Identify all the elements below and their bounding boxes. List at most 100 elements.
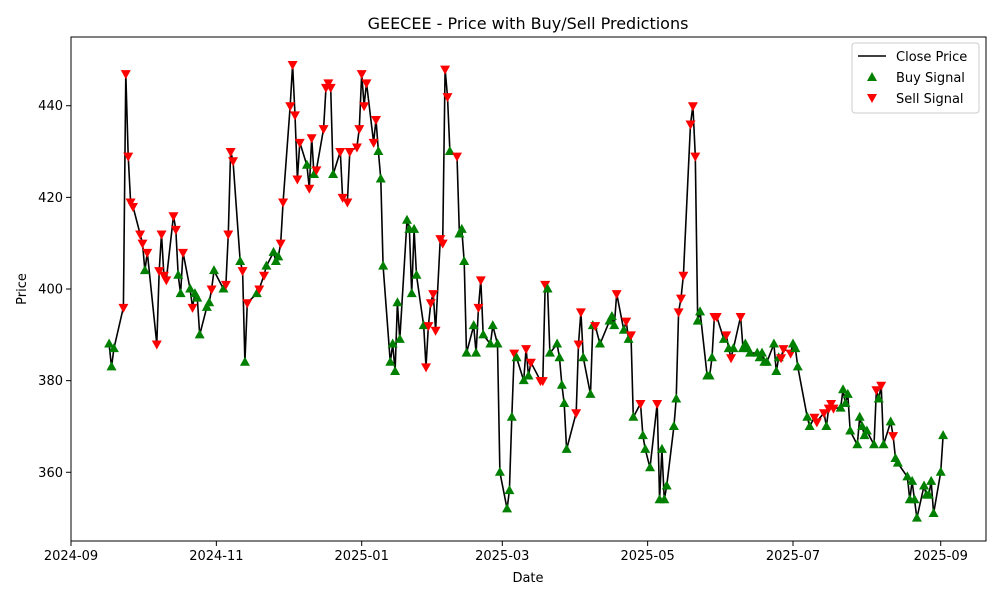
sell-signal-marker — [161, 276, 172, 286]
buy-signal-marker — [628, 411, 639, 421]
legend-label-sell-signal: Sell Signal — [896, 92, 964, 107]
sell-signal-marker — [721, 331, 732, 341]
x-tick-label: 2025-05 — [620, 549, 674, 564]
sell-signal-marker — [509, 349, 520, 359]
buy-signal-marker — [468, 320, 479, 330]
sell-signal-marker — [826, 400, 837, 410]
buy-signal-marker — [668, 420, 679, 430]
buy-signal-marker — [554, 352, 565, 362]
sell-signal-marker — [428, 290, 439, 300]
buy-signal-marker — [390, 365, 401, 375]
buy-signal-marker — [761, 356, 772, 366]
y-tick-label: 400 — [38, 283, 63, 298]
sell-signal-marker — [711, 312, 722, 322]
buy-signal-marker — [671, 393, 682, 403]
sell-signal-marker — [170, 225, 181, 235]
buy-signal-marker — [401, 214, 412, 224]
buy-signal-marker — [301, 159, 312, 169]
buy-signal-marker — [459, 256, 470, 266]
sell-signal-marker — [540, 280, 551, 290]
buy-signal-marker — [268, 246, 279, 256]
buy-signal-marker — [704, 370, 715, 380]
buy-signal-marker — [478, 329, 489, 339]
sell-signal-marker — [368, 138, 379, 148]
sell-signal-marker — [168, 212, 179, 222]
sell-signal-marker — [437, 239, 448, 249]
buy-signal-marker — [556, 379, 567, 389]
buy-signal-marker — [185, 283, 196, 293]
buy-signal-marker — [578, 352, 589, 362]
sell-signal-marker — [611, 290, 622, 300]
plot-area — [104, 60, 949, 522]
buy-signal-marker — [659, 494, 670, 504]
sell-signal-marker — [575, 308, 586, 318]
buy-signal-marker — [461, 347, 472, 357]
buy-signal-marker — [201, 301, 212, 311]
buy-signal-marker — [869, 439, 880, 449]
sell-signal-marker — [154, 267, 165, 277]
signal-markers — [104, 60, 949, 522]
y-tick-label: 440 — [38, 99, 63, 114]
buy-signal-marker — [273, 251, 284, 261]
buy-signal-marker — [695, 306, 706, 316]
buy-signal-marker — [485, 338, 496, 348]
sell-signal-marker — [158, 271, 169, 281]
buy-signal-marker — [270, 256, 281, 266]
sell-signal-marker — [311, 166, 322, 176]
buy-signal-marker — [926, 475, 937, 485]
buy-signal-marker — [487, 320, 498, 330]
buy-signal-marker — [406, 288, 417, 298]
y-axis: 360 380 400 420 440 — [38, 99, 71, 481]
buy-signal-marker — [204, 297, 215, 307]
buy-signal-marker — [728, 343, 739, 353]
buy-signal-marker — [745, 347, 756, 357]
buy-signal-marker — [385, 356, 396, 366]
buy-signal-marker — [902, 471, 913, 481]
buy-signal-marker — [706, 352, 717, 362]
buy-signal-marker — [859, 430, 870, 440]
sell-signal-marker — [571, 409, 582, 419]
y-tick-label: 380 — [38, 374, 63, 389]
sell-signal-marker — [142, 248, 153, 258]
buy-signal-marker — [173, 269, 184, 279]
sell-signal-marker — [726, 354, 737, 364]
sell-signal-marker — [137, 239, 148, 249]
buy-signal-marker — [328, 168, 339, 178]
buy-signal-marker — [835, 402, 846, 412]
buy-signal-marker — [375, 173, 386, 183]
buy-signal-marker — [108, 343, 119, 353]
sell-signal-marker — [287, 60, 298, 70]
buy-signal-marker — [840, 398, 851, 408]
sell-signal-marker — [871, 386, 882, 396]
sell-signal-marker — [325, 83, 336, 93]
buy-signal-marker — [604, 315, 615, 325]
sell-signal-marker — [690, 152, 701, 162]
sell-signal-marker — [294, 138, 305, 148]
sell-signal-marker — [344, 148, 355, 158]
sell-signal-marker — [778, 345, 789, 355]
sell-signal-marker — [323, 79, 334, 89]
sell-signal-marker — [135, 230, 146, 240]
sell-signal-marker — [473, 303, 484, 313]
sell-signal-marker — [776, 354, 787, 364]
y-tick-label: 360 — [38, 466, 63, 481]
sell-signal-marker — [361, 79, 372, 89]
sell-signal-marker — [342, 198, 353, 208]
x-axis: 2024-09 2024-11 2025-01 2025-03 2025-05 2025-… — [44, 541, 968, 564]
sell-signal-marker — [440, 65, 451, 75]
legend-buy-marker-swatch — [867, 72, 877, 81]
buy-signal-marker — [754, 352, 765, 362]
buy-signal-marker — [454, 228, 465, 238]
buy-signal-marker — [609, 320, 620, 330]
buy-signal-marker — [544, 347, 555, 357]
legend-label-close-price: Close Price — [896, 50, 967, 65]
sell-signal-marker — [278, 198, 289, 208]
sell-signal-marker — [225, 148, 236, 158]
buy-signal-marker — [838, 384, 849, 394]
buy-signal-marker — [394, 333, 405, 343]
sell-signal-marker — [828, 404, 839, 414]
buy-signal-marker — [885, 416, 896, 426]
sell-signal-marker — [371, 115, 381, 125]
buy-signal-marker — [606, 310, 617, 320]
